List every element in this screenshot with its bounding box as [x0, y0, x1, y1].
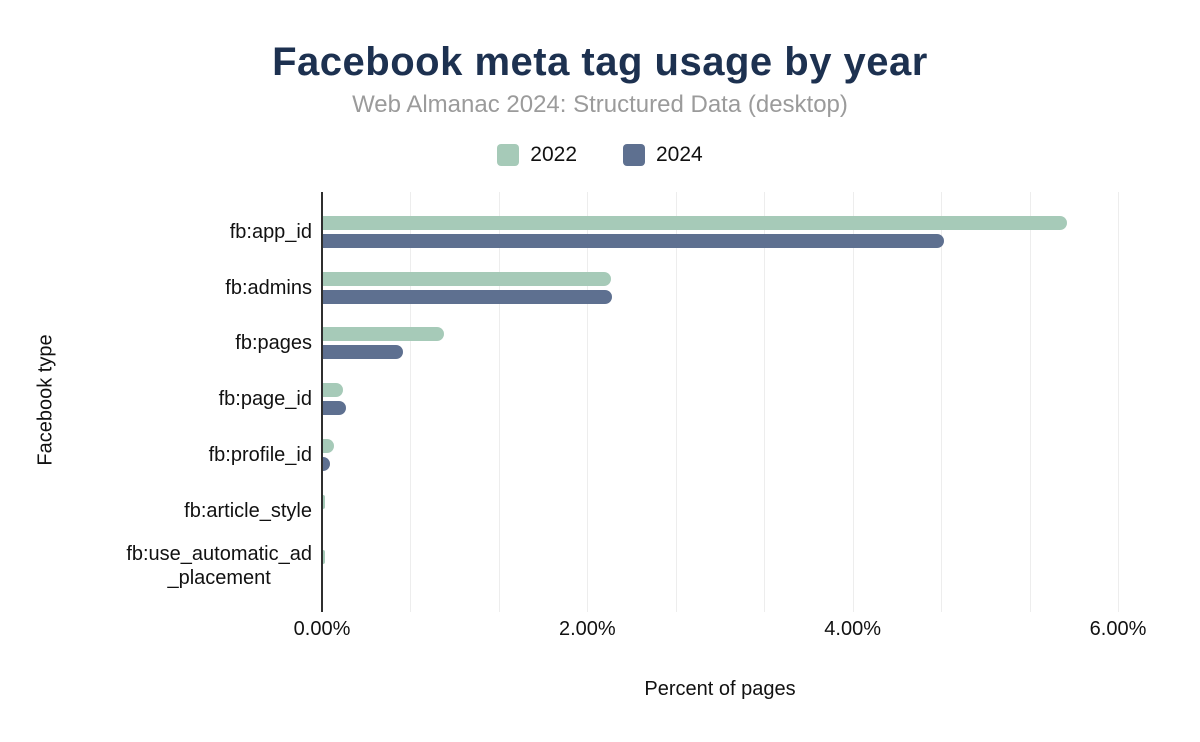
bar-2022-fb:profile_id	[323, 438, 334, 453]
category-label-fb:app_id: fb:app_id	[229, 221, 312, 243]
gridline	[764, 192, 766, 612]
legend-item-2024: 2024	[623, 143, 703, 167]
bar-2022-fb:use_automatic_ad_placement	[323, 550, 325, 565]
legend-swatch-2024	[623, 144, 645, 166]
bar-2024-fb:page_id	[323, 401, 346, 416]
x-tick-label-0.00%: 0.00%	[293, 618, 351, 640]
gridline	[1029, 192, 1031, 612]
category-label-fb:article_style: fb:article_style	[184, 499, 312, 522]
chart-subtitle: Web Almanac 2024: Structured Data (deskt…	[352, 91, 848, 118]
category-label-fb:pages: fb:pages	[235, 332, 312, 355]
category-label-fb:use_automatic_ad_placement: fb:use_automatic_ad _placement	[126, 543, 312, 590]
x-axis-title: Percent of pages	[644, 678, 796, 700]
bar-2024-fb:admins	[323, 289, 613, 304]
legend-item-2022: 2022	[497, 143, 577, 167]
legend-swatch-2022	[497, 144, 520, 166]
bar-2022-fb:pages	[323, 327, 444, 342]
gridline	[587, 192, 589, 612]
bar-2022-fb:admins	[323, 271, 611, 286]
gridline	[852, 192, 854, 612]
category-label-fb:profile_id: fb:profile_id	[208, 443, 312, 466]
category-label-fb:admins: fb:admins	[225, 276, 312, 299]
bar-2024-fb:profile_id	[323, 456, 330, 471]
bar-2024-fb:app_id	[323, 234, 944, 248]
legend-label-2024: 2024	[656, 143, 703, 166]
gridline	[410, 192, 412, 612]
bar-2022-fb:page_id	[323, 383, 343, 398]
chart-title: Facebook meta tag usage by year	[272, 40, 928, 84]
gridline	[941, 192, 943, 612]
bar-2022-fb:article_style	[323, 494, 325, 509]
y-axis-title: Facebook type	[34, 334, 57, 466]
x-tick-label-4.00%: 4.00%	[824, 618, 882, 640]
bar-2024-fb:pages	[323, 345, 403, 360]
gridline	[675, 192, 677, 612]
legend-label-2022: 2022	[530, 143, 577, 166]
x-tick-label-6.00%: 6.00%	[1089, 618, 1147, 640]
bar-2022-fb:app_id	[323, 216, 1068, 230]
category-label-fb:page_id: fb:page_id	[218, 388, 312, 411]
legend: 2022 2024	[0, 143, 1200, 167]
gridline	[1118, 192, 1119, 612]
y-axis-line	[321, 192, 323, 612]
x-tick-label-2.00%: 2.00%	[558, 618, 616, 640]
gridline	[498, 192, 500, 612]
